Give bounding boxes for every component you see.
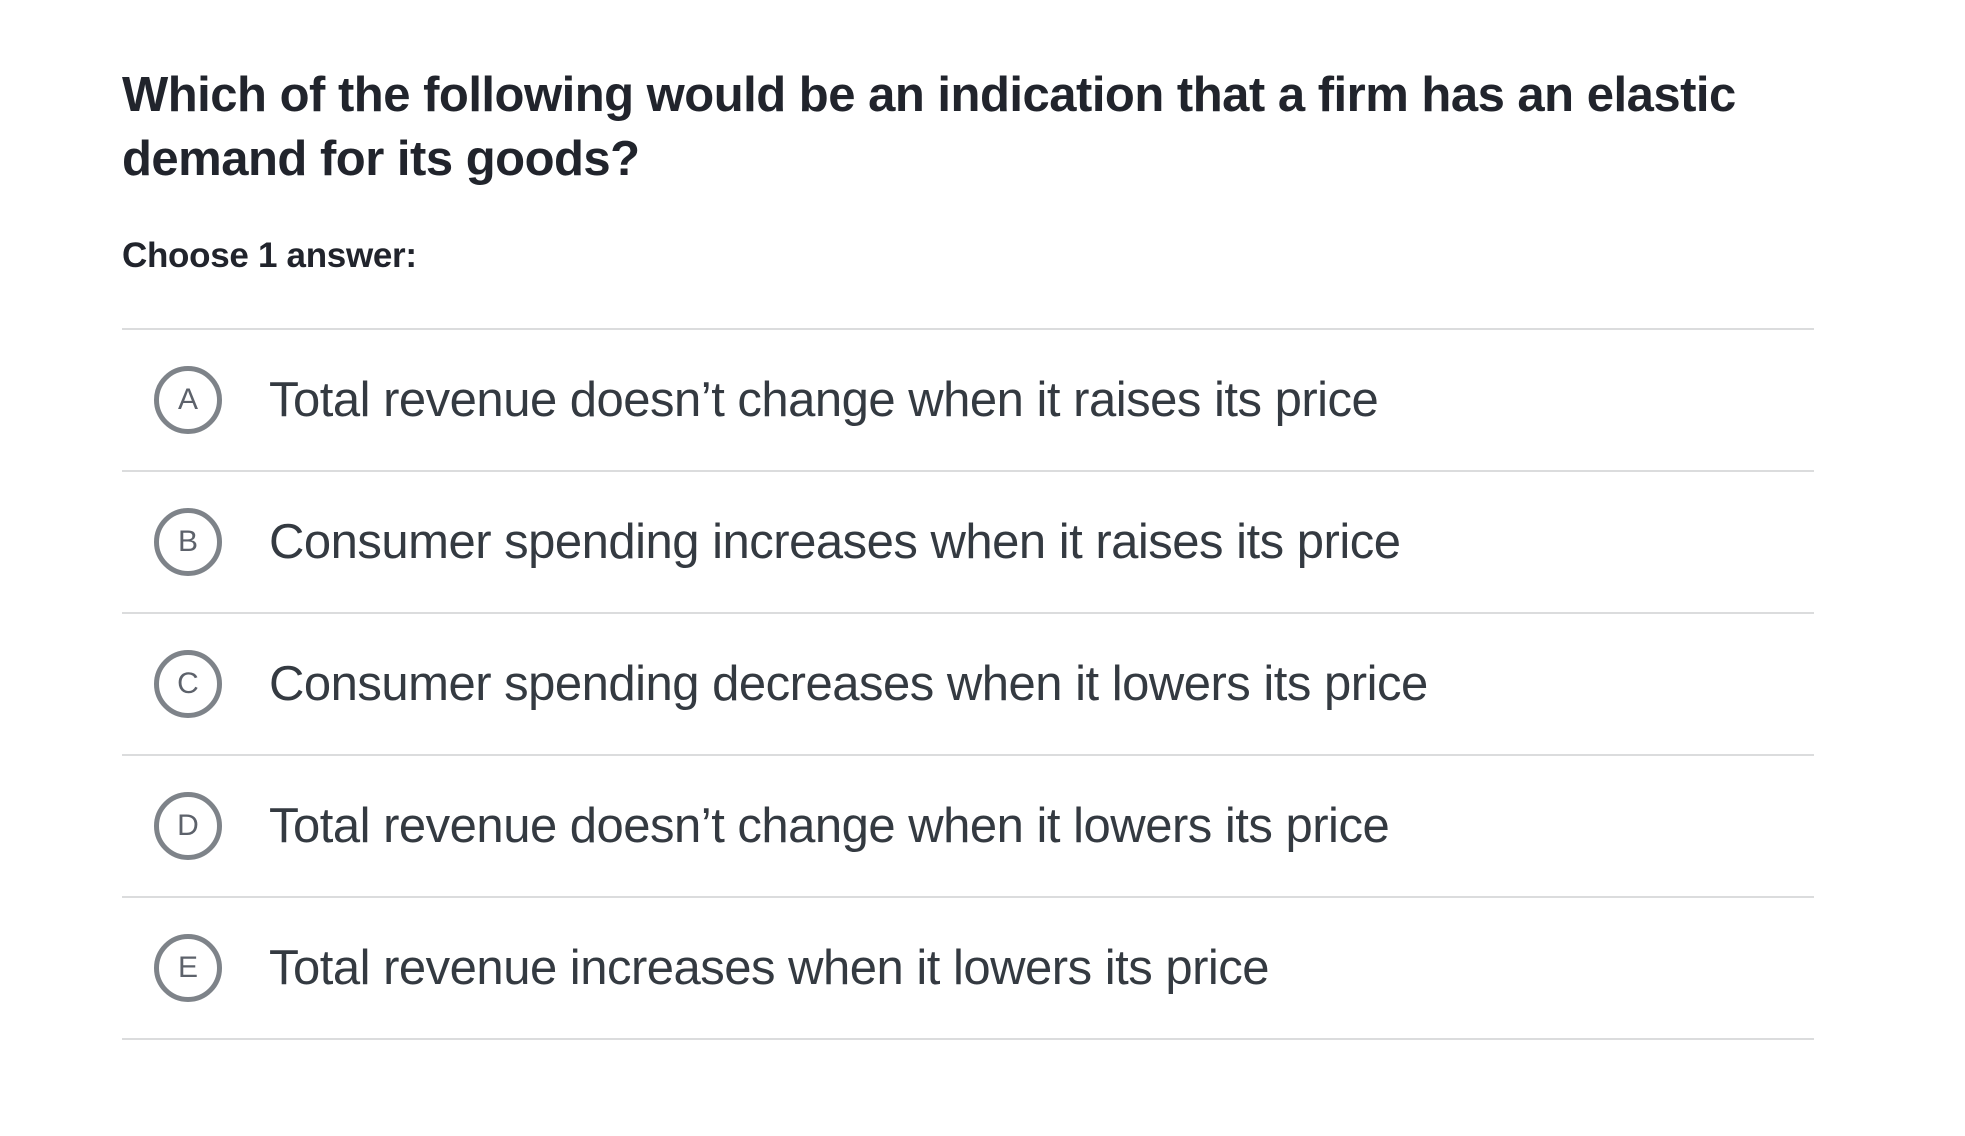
option-row-a[interactable]: A Total revenue doesn’t change when it r… [122, 328, 1814, 470]
option-row-e[interactable]: E Total revenue increases when it lowers… [122, 896, 1814, 1040]
option-a-label[interactable]: Total revenue doesn’t change when it rai… [269, 373, 1379, 427]
option-d-label[interactable]: Total revenue doesn’t change when it low… [269, 799, 1390, 853]
option-row-d[interactable]: D Total revenue doesn’t change when it l… [122, 754, 1814, 896]
choose-answer-prompt: Choose 1 answer: [122, 236, 417, 275]
option-c-letter: C [177, 667, 199, 700]
option-row-b[interactable]: B Consumer spending increases when it ra… [122, 470, 1814, 612]
option-d-radio[interactable]: D [154, 792, 222, 860]
option-e-radio[interactable]: E [154, 934, 222, 1002]
option-e-label[interactable]: Total revenue increases when it lowers i… [269, 941, 1270, 995]
option-d-letter: D [177, 809, 199, 842]
option-c-label[interactable]: Consumer spending decreases when it lowe… [269, 657, 1428, 711]
question-line-2: demand for its goods? [122, 131, 640, 186]
option-b-letter: B [177, 525, 198, 558]
option-a-letter: A [177, 383, 198, 416]
question-text: Which of the following would be an indic… [122, 63, 1822, 191]
option-row-c[interactable]: C Consumer spending decreases when it lo… [122, 612, 1814, 754]
option-e-letter: E [177, 951, 198, 984]
option-b-radio[interactable]: B [154, 508, 222, 576]
option-b-label[interactable]: Consumer spending increases when it rais… [269, 515, 1401, 569]
option-a-radio[interactable]: A [154, 366, 222, 434]
question-line-1: Which of the following would be an indic… [122, 67, 1736, 122]
option-c-radio[interactable]: C [154, 650, 222, 718]
answer-options-list: A Total revenue doesn’t change when it r… [122, 328, 1814, 1040]
